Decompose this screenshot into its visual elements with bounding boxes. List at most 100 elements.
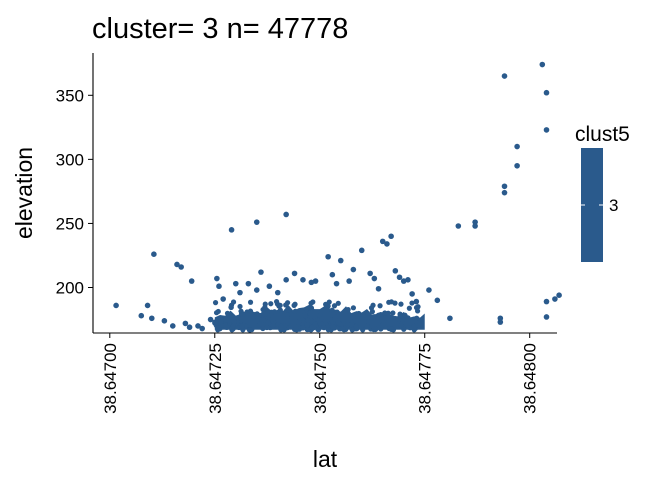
data-point [384, 241, 390, 247]
data-point [283, 277, 289, 283]
y-axis-ticks: 200 250 300 350 [56, 86, 93, 298]
dense-point [230, 299, 237, 305]
dense-point [284, 312, 290, 318]
dense-point [401, 326, 407, 332]
dense-point [215, 327, 221, 333]
data-point [220, 296, 226, 302]
dense-point [310, 299, 316, 305]
data-point [178, 264, 184, 270]
data-point [400, 278, 407, 284]
dense-point [262, 311, 268, 317]
x-axis-ticks: 38.64700 38.64725 38.64750 38.64775 38.64800 [101, 333, 540, 414]
dense-point [398, 323, 404, 329]
dense-point [277, 307, 283, 313]
dense-point [368, 305, 375, 311]
dense-point [406, 305, 412, 311]
dense-point [409, 300, 415, 306]
data-point [138, 312, 145, 319]
dense-point [332, 316, 338, 322]
dense-point [375, 312, 382, 318]
dense-point [308, 305, 315, 311]
dense-point [270, 322, 276, 329]
y-tick-label: 300 [56, 150, 84, 169]
legend-colorbar [581, 148, 603, 262]
data-point [539, 61, 546, 68]
dense-point [304, 322, 310, 328]
dense-point [300, 325, 306, 331]
dense-point [402, 312, 408, 318]
dense-point [277, 302, 283, 308]
dense-point [377, 303, 383, 309]
data-point [358, 247, 365, 254]
dense-point [394, 321, 400, 327]
data-point [283, 211, 289, 218]
dense-point [239, 311, 246, 318]
dense-point [262, 301, 268, 307]
data-point [392, 268, 399, 274]
dense-point [302, 312, 308, 318]
dense-point [270, 316, 276, 322]
legend: clust5 3 [575, 123, 630, 262]
data-point [388, 233, 394, 240]
dense-point [273, 299, 280, 305]
dense-point [414, 308, 421, 314]
dense-point [340, 326, 346, 332]
dense-point [345, 321, 351, 328]
data-point [195, 323, 201, 329]
dense-point [415, 304, 421, 310]
dense-point [228, 304, 234, 310]
data-point [245, 280, 252, 287]
data-point [186, 324, 193, 331]
y-tick-label: 200 [56, 279, 84, 298]
data-point [350, 266, 357, 273]
x-tick-label: 38.64800 [521, 343, 540, 414]
chart-title: cluster= 3 n= 47778 [92, 13, 348, 45]
dense-point [350, 305, 357, 311]
data-point [144, 302, 151, 309]
data-point [497, 315, 504, 322]
data-point [308, 279, 315, 286]
dense-point [254, 318, 260, 324]
dense-point [237, 303, 243, 310]
data-point [514, 162, 520, 169]
dense-point [239, 323, 245, 329]
data-point [253, 287, 260, 293]
dense-point [259, 317, 265, 323]
dense-point [388, 326, 394, 332]
dense-point [260, 325, 266, 332]
data-point [174, 261, 180, 268]
data-point [413, 298, 420, 305]
dense-point [251, 323, 257, 330]
data-point [291, 270, 298, 277]
dense-point [386, 299, 392, 305]
dense-point [291, 302, 297, 308]
x-tick-label: 38.64750 [311, 343, 330, 414]
data-point [253, 219, 260, 225]
dense-point [330, 324, 336, 330]
data-point [556, 292, 562, 298]
x-tick-label: 38.64775 [416, 343, 435, 414]
data-point [161, 318, 168, 324]
dense-point [247, 308, 254, 314]
dense-point [390, 310, 396, 316]
data-point [151, 251, 157, 257]
data-point [237, 289, 243, 296]
data-point [501, 183, 508, 190]
dense-point [315, 326, 321, 333]
data-point [214, 275, 220, 282]
dense-point [278, 323, 284, 329]
data-point [232, 280, 239, 287]
data-point [379, 238, 386, 245]
dense-point [215, 308, 221, 315]
dense-point [369, 314, 375, 320]
dense-point [231, 319, 237, 325]
dense-point [364, 323, 370, 329]
dense-point [335, 300, 341, 306]
dense-point [224, 324, 230, 330]
y-tick-label: 350 [56, 86, 84, 105]
data-point [312, 278, 319, 284]
data-point [169, 323, 176, 329]
dense-point [316, 318, 322, 324]
data-point [300, 277, 306, 283]
data-point [228, 227, 235, 233]
